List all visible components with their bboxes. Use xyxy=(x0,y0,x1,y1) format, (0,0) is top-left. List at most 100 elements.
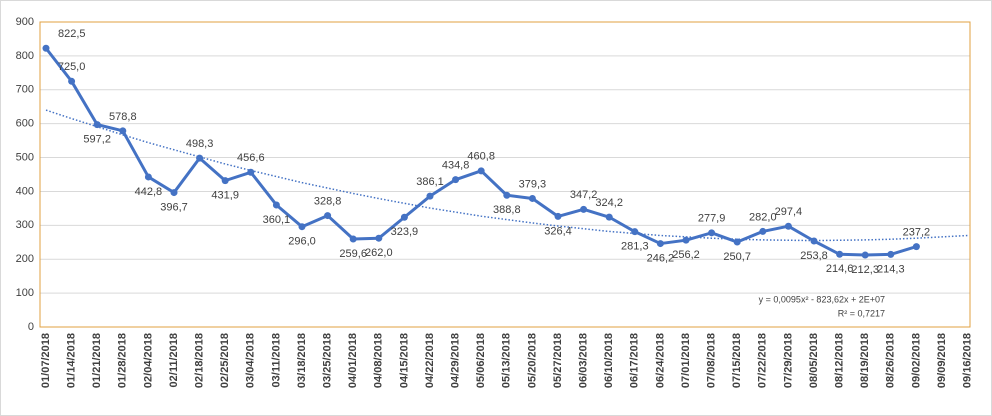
data-point xyxy=(580,205,588,213)
x-tick-label: 04/29/2018 xyxy=(450,333,462,388)
data-label: 326,4 xyxy=(544,225,572,237)
data-label: 262,0 xyxy=(365,247,393,259)
x-tick-label: 06/17/2018 xyxy=(629,333,641,388)
data-point xyxy=(93,121,101,129)
data-point xyxy=(810,237,818,245)
data-label: 282,0 xyxy=(749,211,777,223)
data-label: 297,4 xyxy=(775,206,803,218)
data-point xyxy=(784,222,792,230)
data-point xyxy=(119,127,127,135)
data-label: 578,8 xyxy=(109,111,137,123)
data-label: 434,8 xyxy=(442,160,470,172)
data-point xyxy=(42,44,50,52)
x-tick-label: 08/26/2018 xyxy=(885,333,897,388)
data-label: 498,3 xyxy=(186,138,214,150)
data-label: 323,9 xyxy=(391,226,419,238)
data-label: 256,2 xyxy=(672,249,700,261)
x-tick-label: 02/25/2018 xyxy=(219,333,231,388)
data-label: 214,3 xyxy=(877,263,905,275)
x-tick-label: 03/18/2018 xyxy=(296,333,308,388)
data-point xyxy=(375,234,383,242)
trend-r-squared: R² = 0,7217 xyxy=(838,308,885,318)
x-tick-label: 04/08/2018 xyxy=(373,333,385,388)
x-tick-label: 01/21/2018 xyxy=(91,333,103,388)
x-tick-label: 06/03/2018 xyxy=(578,333,590,388)
data-point xyxy=(682,236,690,244)
data-point xyxy=(452,176,460,184)
data-label: 379,3 xyxy=(519,178,547,190)
data-point xyxy=(221,177,229,185)
data-label: 237,2 xyxy=(903,227,931,239)
data-point xyxy=(503,191,511,199)
x-tick-label: 03/04/2018 xyxy=(245,333,257,388)
data-label: 347,2 xyxy=(570,189,598,201)
y-tick-label: 300 xyxy=(16,219,34,231)
x-tick-label: 01/14/2018 xyxy=(66,333,78,388)
data-label: 360,1 xyxy=(263,214,291,226)
y-tick-label: 600 xyxy=(16,118,34,130)
data-label: 822,5 xyxy=(58,28,86,40)
data-label: 277,9 xyxy=(698,213,726,225)
data-label: 456,6 xyxy=(237,152,265,164)
data-point xyxy=(298,223,306,231)
data-point xyxy=(912,243,920,251)
data-label: 460,8 xyxy=(467,151,495,163)
data-label: 250,7 xyxy=(723,251,751,263)
x-tick-label: 01/07/2018 xyxy=(40,333,52,388)
x-tick-label: 09/16/2018 xyxy=(962,333,974,388)
x-tick-label: 03/25/2018 xyxy=(322,333,334,388)
x-tick-label: 07/15/2018 xyxy=(731,333,743,388)
data-point xyxy=(605,213,613,221)
data-point xyxy=(528,194,536,202)
data-label: 214,6 xyxy=(826,263,854,275)
data-point xyxy=(656,240,664,248)
x-tick-label: 05/13/2018 xyxy=(501,333,513,388)
data-label: 253,8 xyxy=(800,250,828,262)
data-point xyxy=(631,228,639,236)
y-tick-label: 100 xyxy=(16,287,34,299)
data-point xyxy=(170,189,178,197)
y-tick-label: 900 xyxy=(16,16,34,28)
data-point xyxy=(477,167,485,175)
x-tick-label: 06/24/2018 xyxy=(654,333,666,388)
y-tick-label: 0 xyxy=(28,321,34,333)
data-point xyxy=(272,201,280,209)
data-point xyxy=(887,250,895,258)
data-label: 388,8 xyxy=(493,204,521,216)
y-tick-label: 400 xyxy=(16,185,34,197)
x-tick-label: 05/20/2018 xyxy=(526,333,538,388)
data-point xyxy=(247,168,255,176)
data-point xyxy=(349,235,357,243)
data-label: 296,0 xyxy=(288,236,316,248)
x-tick-label: 01/28/2018 xyxy=(117,333,129,388)
data-label: 725,0 xyxy=(58,61,86,73)
data-label: 442,8 xyxy=(135,186,163,198)
data-point xyxy=(196,154,204,162)
data-point xyxy=(861,251,869,259)
x-tick-label: 04/01/2018 xyxy=(347,333,359,388)
x-tick-label: 07/22/2018 xyxy=(757,333,769,388)
data-label: 597,2 xyxy=(83,134,111,146)
data-label: 212,3 xyxy=(851,264,879,276)
x-tick-label: 07/29/2018 xyxy=(782,333,794,388)
x-tick-label: 04/15/2018 xyxy=(398,333,410,388)
data-point xyxy=(708,229,716,237)
x-tick-label: 05/06/2018 xyxy=(475,333,487,388)
data-point xyxy=(836,250,844,258)
x-tick-label: 04/22/2018 xyxy=(424,333,436,388)
trend-equation: y = 0,0095x² - 823,62x + 2E+07 xyxy=(759,294,885,304)
data-label: 324,2 xyxy=(595,197,623,209)
x-tick-label: 08/12/2018 xyxy=(834,333,846,388)
x-tick-label: 08/05/2018 xyxy=(808,333,820,388)
plot-border xyxy=(39,21,971,328)
y-tick-label: 700 xyxy=(16,84,34,96)
data-label: 246,2 xyxy=(647,252,675,264)
data-label: 281,3 xyxy=(621,241,649,253)
y-tick-label: 800 xyxy=(16,50,34,62)
y-tick-label: 200 xyxy=(16,253,34,265)
data-point xyxy=(400,213,408,221)
x-tick-label: 07/08/2018 xyxy=(706,333,718,388)
data-label: 396,7 xyxy=(160,201,188,213)
x-tick-label: 07/01/2018 xyxy=(680,333,692,388)
